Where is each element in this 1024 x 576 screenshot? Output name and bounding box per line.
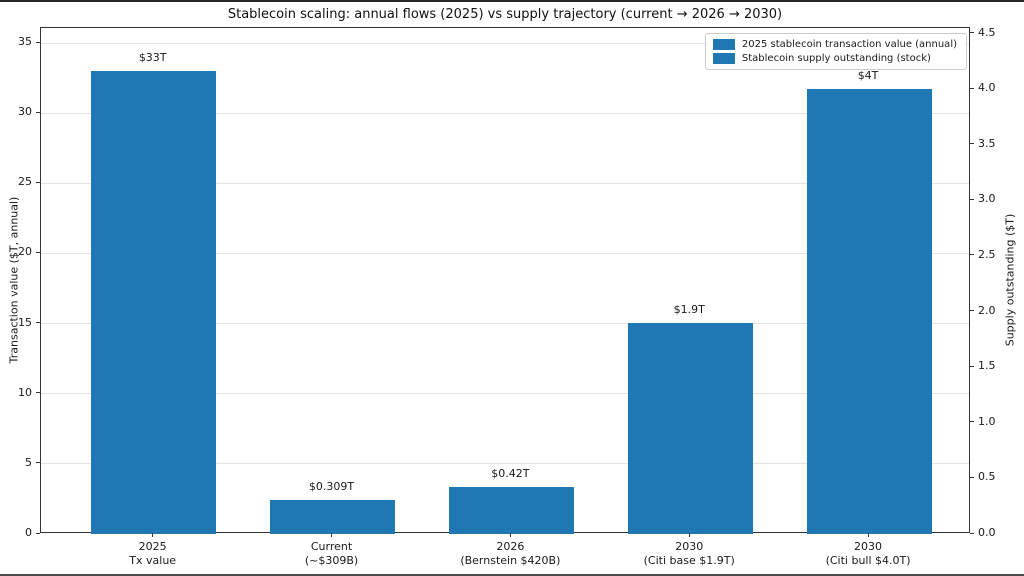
right-tick-label: 0.0 — [978, 526, 996, 539]
right-tick-mark — [970, 421, 974, 423]
bar — [627, 322, 753, 534]
legend-item: 2025 stablecoin transaction value (annua… — [712, 39, 957, 50]
legend-item-label: Stablecoin supply outstanding (stock) — [741, 53, 931, 64]
left-tick-mark — [36, 111, 40, 113]
right-axis-label: Supply outstanding ($T) — [1003, 213, 1017, 347]
legend-item: Stablecoin supply outstanding (stock) — [712, 53, 957, 64]
right-tick-label: 0.5 — [978, 470, 996, 484]
left-axis-label: Transaction value ($T, annual) — [7, 196, 21, 364]
left-tick-mark — [36, 41, 40, 43]
left-tick-label: 0 — [25, 526, 32, 539]
right-tick-mark — [970, 32, 974, 34]
gridline — [41, 182, 969, 184]
left-tick-mark — [36, 462, 40, 464]
left-tick-mark — [36, 532, 40, 534]
bar — [91, 71, 217, 534]
gridline — [41, 463, 969, 465]
gridline — [41, 323, 969, 325]
right-tick-mark — [970, 365, 974, 367]
legend-item-label: 2025 stablecoin transaction value (annua… — [741, 39, 957, 50]
bar — [270, 499, 396, 534]
x-tick-mark — [331, 533, 333, 537]
left-tick-label: 5 — [25, 455, 32, 469]
right-tick-label: 3.0 — [978, 192, 996, 206]
left-tick-mark — [36, 181, 40, 183]
bar-value-label: $1.9T — [673, 302, 705, 316]
right-tick-mark — [970, 476, 974, 478]
right-tick-label: 2.0 — [978, 303, 996, 317]
bar — [806, 89, 932, 534]
left-tick-label: 20 — [18, 245, 32, 259]
gridline — [41, 42, 969, 44]
chart-title: Stablecoin scaling: annual flows (2025) … — [227, 7, 783, 22]
bar-value-label: $33T — [138, 51, 167, 65]
right-tick-mark — [970, 143, 974, 145]
left-tick-mark — [36, 322, 40, 324]
x-category-label: 2030 (Citi bull $4.0T) — [825, 540, 911, 567]
x-category-label: 2030 (Citi base $1.9T) — [643, 540, 735, 567]
x-tick-mark — [509, 533, 511, 537]
gridline — [41, 393, 969, 395]
gridline — [41, 112, 969, 114]
x-tick-mark — [867, 533, 869, 537]
x-category-label: Current (~$309B) — [304, 540, 359, 567]
left-tick-mark — [36, 251, 40, 253]
right-tick-mark — [970, 198, 974, 200]
x-tick-mark — [688, 533, 690, 537]
left-tick-label: 30 — [18, 105, 32, 119]
left-tick-label: 15 — [18, 315, 32, 329]
right-tick-label: 3.5 — [978, 136, 996, 150]
left-tick-label: 10 — [18, 385, 32, 399]
right-tick-label: 1.0 — [978, 414, 996, 428]
x-category-label: 2026 (Bernstein $420B) — [460, 540, 561, 567]
gridline — [41, 252, 969, 254]
x-category-label: 2025 Tx value — [129, 540, 177, 567]
bar-value-label: $0.309T — [308, 479, 355, 493]
x-tick-mark — [152, 533, 154, 537]
legend: 2025 stablecoin transaction value (annua… — [704, 33, 967, 70]
legend-swatch — [712, 53, 735, 64]
bar-value-label: $4T — [857, 69, 879, 83]
right-tick-label: 4.5 — [978, 25, 996, 39]
right-tick-label: 4.0 — [978, 81, 996, 95]
bar — [448, 487, 574, 534]
right-tick-mark — [970, 254, 974, 256]
plot-area — [40, 27, 970, 534]
left-tick-mark — [36, 392, 40, 394]
right-tick-label: 2.5 — [978, 247, 996, 261]
left-tick-label: 35 — [18, 35, 32, 48]
left-tick-label: 25 — [18, 175, 32, 189]
right-tick-mark — [970, 310, 974, 312]
legend-swatch — [712, 39, 735, 50]
right-tick-label: 1.5 — [978, 359, 996, 373]
bar-value-label: $0.42T — [491, 467, 530, 481]
right-tick-mark — [970, 532, 974, 534]
right-tick-mark — [970, 87, 974, 89]
